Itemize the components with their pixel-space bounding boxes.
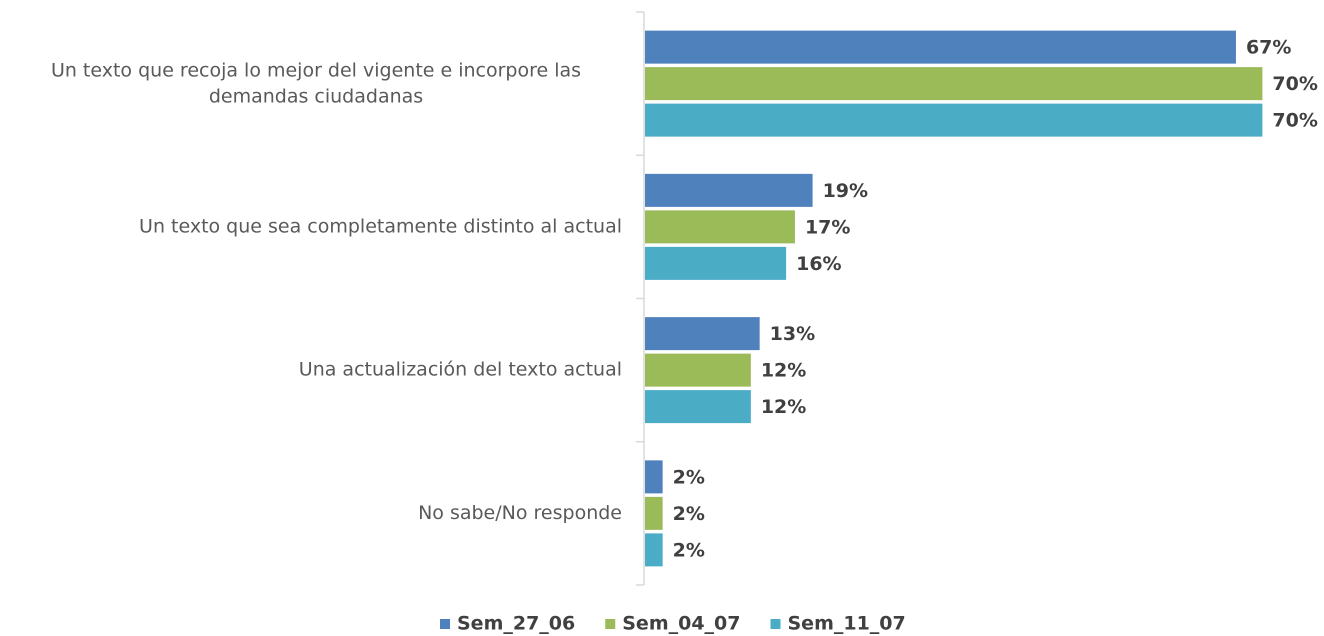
bar [645,496,663,530]
value-label: 67% [1246,37,1291,59]
legend-swatch [440,619,450,629]
bar [645,210,795,244]
legend: Sem_27_06 Sem_04_07 Sem_11_07 [440,613,906,635]
legend-label: Sem_27_06 [457,613,575,635]
bar [645,173,813,207]
value-label: 12% [761,396,806,418]
bar [645,67,1263,101]
bar [645,353,751,387]
value-label: 16% [796,253,841,275]
bar [645,460,663,494]
bar [645,317,760,351]
value-label: 19% [823,180,868,202]
bar [645,390,751,424]
legend-label: Sem_11_07 [788,613,906,635]
value-label: 2% [673,503,705,525]
legend-swatch [605,619,616,629]
category-label: Un texto que recoja lo mejor del vigente… [51,59,581,107]
value-label: 2% [673,539,705,561]
value-label: 17% [805,216,850,238]
category-label: No sabe/No responde [418,502,622,524]
value-label: 13% [770,323,815,345]
value-label: 12% [761,360,806,382]
value-label: 2% [673,466,705,488]
value-label: 70% [1272,73,1317,95]
legend-swatch [770,619,781,629]
value-label: 70% [1272,110,1317,132]
bar [645,30,1236,64]
category-label: Una actualización del texto actual [299,359,622,381]
legend-label: Sem_04_07 [622,613,740,635]
bar [645,246,787,280]
bar [645,533,663,567]
bar [645,103,1263,137]
category-label: Un texto que sea completamente distinto … [139,215,622,237]
